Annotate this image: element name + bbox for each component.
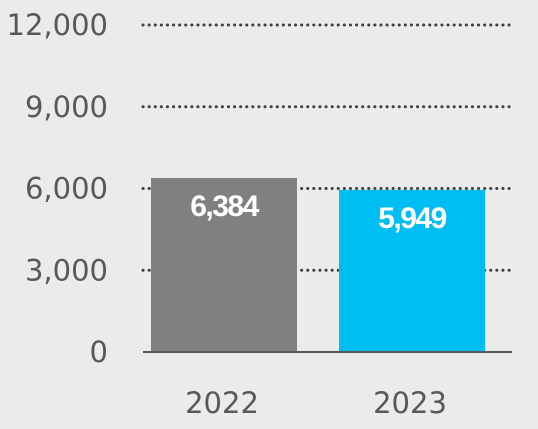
bars <box>151 178 485 352</box>
category-labels: 2022 2023 <box>185 386 447 420</box>
bar-2022 <box>151 178 297 352</box>
bar-2023 <box>339 189 485 352</box>
y-tick-labels: 0 3,000 6,000 9,000 12,000 <box>7 8 108 369</box>
data-label-2023: 5,949 <box>378 202 446 235</box>
y-tick-label-0: 0 <box>90 335 108 369</box>
data-label-2022: 6,384 <box>190 190 259 223</box>
y-tick-label-12000: 12,000 <box>7 8 108 42</box>
y-tick-label-9000: 9,000 <box>25 90 108 124</box>
y-tick-label-3000: 3,000 <box>25 253 108 287</box>
data-labels: 6,384 5,949 <box>190 190 448 235</box>
y-tick-label-6000: 6,000 <box>25 172 108 206</box>
category-label-2023: 2023 <box>373 386 447 420</box>
category-label-2022: 2022 <box>185 386 259 420</box>
